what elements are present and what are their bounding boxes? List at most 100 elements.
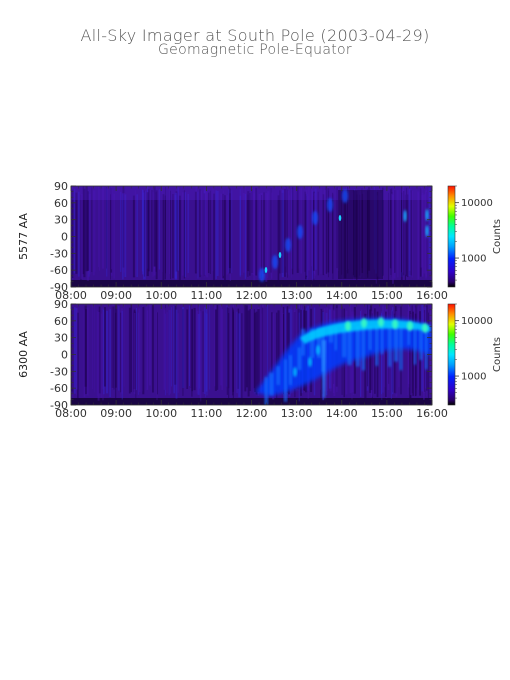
heatmap-streak <box>260 192 263 276</box>
emission-spot <box>327 198 333 212</box>
y-axis-label: 5577 AA <box>17 213 30 260</box>
heatmap-streak <box>112 304 114 389</box>
heatmap-streak <box>76 308 78 390</box>
heatmap-streak <box>109 309 111 398</box>
emission-spot <box>342 189 348 203</box>
heatmap-streak <box>121 308 123 394</box>
heatmap-streak <box>409 190 412 276</box>
heatmap-streak <box>94 190 96 272</box>
heatmap-streak <box>307 187 310 271</box>
emission-spot <box>259 268 265 282</box>
heatmap-streak <box>402 186 405 273</box>
emission-column <box>342 326 347 358</box>
heatmap-streak <box>197 313 200 395</box>
heatmap-streak <box>391 193 393 278</box>
colorbar: 10000 1000 Counts <box>447 303 503 406</box>
heatmap-streak <box>104 307 106 387</box>
heatmap-streak <box>258 193 261 279</box>
heatmap-streak <box>355 190 358 278</box>
heatmap-streak <box>382 190 383 276</box>
heatmap-streak <box>222 193 225 279</box>
heatmap-streak <box>373 187 375 270</box>
x-tick-label: 16:00 <box>416 289 448 302</box>
heatmap-streak <box>199 304 200 389</box>
heatmap-streak <box>189 305 190 387</box>
heatmap-streak <box>205 304 208 392</box>
emission-highlight <box>407 321 413 331</box>
heatmap-streak <box>320 188 322 274</box>
heatmap-streak <box>336 187 338 269</box>
heatmap-streak <box>417 191 420 280</box>
heatmap-streak <box>306 194 308 280</box>
heatmap-streak <box>423 312 425 400</box>
heatmap-streak <box>193 307 196 391</box>
heatmap-streak <box>111 306 114 388</box>
heatmap-streak <box>226 307 228 395</box>
heatmap-streak <box>252 188 255 276</box>
heatmap-streak <box>152 191 154 277</box>
heatmap-streak <box>407 194 409 278</box>
heatmap-streak <box>305 195 308 278</box>
heatmap-streak <box>375 189 377 274</box>
heatmap-streak <box>72 189 74 279</box>
heatmap-streak <box>351 192 353 273</box>
emission-spot <box>312 211 318 225</box>
heatmap-streak <box>171 307 172 387</box>
heatmap-streak <box>287 190 289 275</box>
heatmap-streak <box>314 188 317 270</box>
heatmap-streak <box>270 187 272 273</box>
y-tick-label: -30 <box>50 247 68 260</box>
heatmap-streak <box>267 194 269 279</box>
heatmap-streak <box>133 309 136 390</box>
heatmap-streak <box>174 305 177 385</box>
y-tick-label: -90 <box>50 399 68 412</box>
heatmap-streak <box>272 313 275 400</box>
heatmap-streak <box>75 192 78 274</box>
heatmap-streak <box>394 190 396 273</box>
heatmap-streak <box>72 306 74 393</box>
heatmap-streak <box>177 313 179 393</box>
heatmap-streak <box>276 312 278 398</box>
heatmap-streak <box>241 313 243 400</box>
heatmap-streak <box>128 307 131 394</box>
heatmap-streak <box>386 309 388 399</box>
heatmap-streak <box>173 305 175 394</box>
emission-highlight <box>293 367 297 377</box>
heatmap-streak <box>406 187 408 277</box>
heatmap-streak <box>206 191 209 278</box>
heatmap-streak <box>260 304 263 393</box>
heatmap-streak <box>328 190 329 278</box>
heatmap-streak <box>265 192 268 282</box>
x-tick-label: 11:00 <box>191 289 223 302</box>
heatmap-streak <box>136 307 137 391</box>
heatmap-streak <box>228 187 230 268</box>
heatmap-streak <box>332 192 334 274</box>
heatmap-streak <box>175 309 178 399</box>
heatmap-streak <box>158 189 161 270</box>
heatmap-streak <box>169 309 172 394</box>
emission-column <box>269 372 274 396</box>
heatmap-streak <box>209 305 211 390</box>
heatmap-streak <box>97 311 100 401</box>
x-tick-label: 09:00 <box>100 407 132 420</box>
y-tick-label: -30 <box>50 365 68 378</box>
colorbar: 10000 1000 Counts <box>447 185 503 288</box>
heatmap-streak <box>146 192 149 277</box>
emission-column <box>407 326 411 346</box>
emission-column <box>284 359 288 402</box>
heatmap-streak <box>428 312 429 400</box>
heatmap-streak <box>421 192 424 277</box>
x-tick-label: 13:00 <box>281 289 313 302</box>
heatmap-streak <box>262 307 264 391</box>
heatmap-streak <box>420 186 423 268</box>
heatmap-streak <box>364 313 367 401</box>
heatmap-streak <box>380 192 382 280</box>
heatmap-streak <box>246 305 248 388</box>
heatmap-streak <box>178 195 181 281</box>
emission-highlight <box>308 357 312 367</box>
heatmap-streak <box>101 186 104 269</box>
y-tick-label: -60 <box>50 382 68 395</box>
heatmap-streak <box>228 308 230 389</box>
heatmap-streak <box>206 313 208 396</box>
heatmap-streak <box>359 193 362 277</box>
